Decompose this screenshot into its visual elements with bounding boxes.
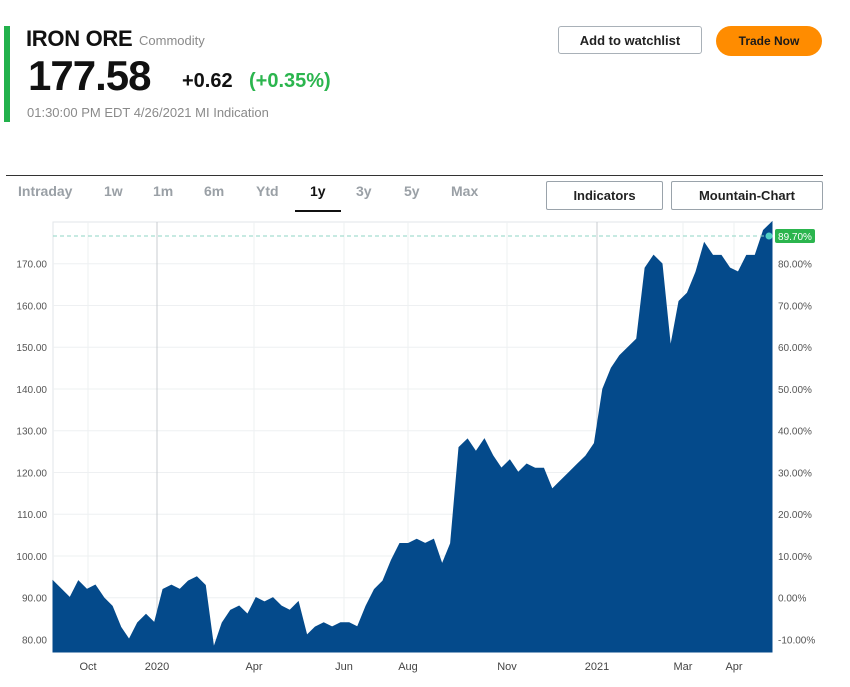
y-left-tick-label: 110.00 bbox=[17, 510, 47, 521]
last-price: 177.58 bbox=[28, 52, 151, 99]
y-right-tick-label: -10.00% bbox=[778, 635, 815, 646]
price-change-percent: (+0.35%) bbox=[249, 70, 331, 92]
price-area bbox=[52, 220, 773, 653]
add-to-watchlist-button[interactable]: Add to watchlist bbox=[558, 26, 702, 54]
y-left-tick-label: 150.00 bbox=[16, 343, 47, 354]
y-right-tick-label: 10.00% bbox=[778, 552, 812, 563]
tab-3y[interactable]: 3y bbox=[356, 183, 372, 199]
y-left-tick-label: 80.00 bbox=[22, 635, 47, 646]
y-left-tick-label: 140.00 bbox=[16, 385, 47, 396]
indicators-button[interactable]: Indicators bbox=[546, 181, 663, 210]
y-right-tick-label: 0.00% bbox=[778, 594, 806, 605]
tab-1y[interactable]: 1y bbox=[310, 183, 326, 199]
y-right-tick-label: 30.00% bbox=[778, 468, 812, 479]
x-tick-label: 2021 bbox=[585, 661, 609, 673]
y-right-tick-label: 40.00% bbox=[778, 427, 812, 438]
instrument-name: IRON ORE bbox=[26, 26, 133, 51]
x-tick-label: Aug bbox=[398, 661, 418, 673]
section-divider bbox=[6, 175, 823, 176]
x-tick-label: Mar bbox=[674, 661, 693, 673]
y-left-tick-label: 170.00 bbox=[16, 260, 47, 271]
tab-5y[interactable]: 5y bbox=[404, 183, 420, 199]
trade-now-button[interactable]: Trade Now bbox=[716, 26, 822, 56]
x-tick-label: Jun bbox=[335, 661, 353, 673]
y-right-tick-label: 70.00% bbox=[778, 301, 812, 312]
last-value-badge bbox=[775, 229, 815, 243]
x-tick-label: Nov bbox=[497, 661, 517, 673]
x-tick-label: 2020 bbox=[145, 661, 169, 673]
y-right-tick-label: 60.00% bbox=[778, 343, 812, 354]
y-right-tick-label: 20.00% bbox=[778, 510, 812, 521]
x-tick-label: Oct bbox=[79, 661, 96, 673]
y-left-tick-label: 120.00 bbox=[16, 468, 47, 479]
x-tick-label: Apr bbox=[725, 661, 742, 673]
tab-1m[interactable]: 1m bbox=[153, 183, 174, 199]
price-accent-bar bbox=[4, 26, 10, 122]
y-left-tick-label: 160.00 bbox=[16, 301, 47, 312]
instrument-type: Commodity bbox=[139, 33, 205, 48]
y-left-tick-label: 90.00 bbox=[22, 594, 47, 605]
price-change: +0.62 bbox=[182, 70, 233, 92]
active-tab-indicator bbox=[295, 210, 341, 212]
y-left-tick-label: 130.00 bbox=[16, 427, 47, 438]
y-right-tick-label: 80.00% bbox=[778, 260, 812, 271]
tab-ytd[interactable]: Ytd bbox=[256, 183, 279, 199]
tab-max[interactable]: Max bbox=[451, 183, 479, 199]
tab-1w[interactable]: 1w bbox=[104, 183, 123, 199]
plot-frame bbox=[52, 221, 773, 653]
y-left-tick-label: 100.00 bbox=[16, 552, 47, 563]
x-tick-label: Apr bbox=[245, 661, 262, 673]
last-value-marker bbox=[765, 232, 773, 240]
tab-6m[interactable]: 6m bbox=[204, 183, 225, 199]
last-value-label: 89.70% bbox=[778, 232, 812, 243]
chart-type-button[interactable]: Mountain-Chart bbox=[671, 181, 823, 210]
y-right-tick-label: 50.00% bbox=[778, 385, 812, 396]
tab-intraday[interactable]: Intraday bbox=[18, 183, 73, 199]
quote-timestamp: 01:30:00 PM EDT 4/26/2021 MI Indication bbox=[27, 105, 269, 120]
